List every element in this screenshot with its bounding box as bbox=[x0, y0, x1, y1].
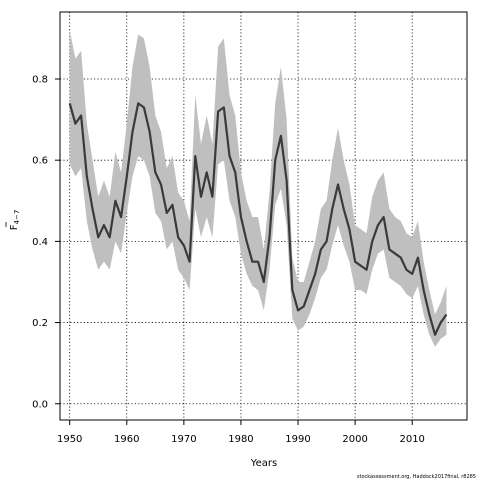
estimate-line bbox=[68, 102, 448, 336]
y-tick-label: 0.0 bbox=[32, 399, 48, 410]
y-axis-title: F4−7 bbox=[5, 210, 21, 231]
x-tick-label: 1980 bbox=[228, 434, 253, 445]
svg-text:F4−7: F4−7 bbox=[9, 210, 21, 231]
x-tick-label: 2000 bbox=[342, 434, 367, 445]
source-note: stockassessment.org, Haddock2017final, r… bbox=[357, 474, 476, 480]
x-tick-label: 1970 bbox=[171, 434, 196, 445]
x-tick-label: 1950 bbox=[57, 434, 82, 445]
plot-frame bbox=[59, 11, 468, 421]
y-tick-label: 0.2 bbox=[32, 318, 48, 329]
x-tick-label: 1960 bbox=[114, 434, 139, 445]
x-axis-title: Years bbox=[250, 458, 277, 469]
y-axis-title-sub: 4−7 bbox=[13, 210, 21, 225]
y-tick-label: 0.4 bbox=[32, 237, 48, 248]
confidence-band bbox=[69, 30, 447, 347]
axis-ticks: 1950 1960 1970 1980 1990 2000 2010 0.0 0.2 0.4 0.6… bbox=[32, 74, 425, 445]
y-axis-title-main: F bbox=[9, 224, 20, 230]
y-tick-label: 0.8 bbox=[32, 74, 48, 85]
x-tick-label: 2010 bbox=[399, 434, 424, 445]
x-tick-label: 1990 bbox=[285, 434, 310, 445]
y-tick-label: 0.6 bbox=[32, 156, 48, 167]
